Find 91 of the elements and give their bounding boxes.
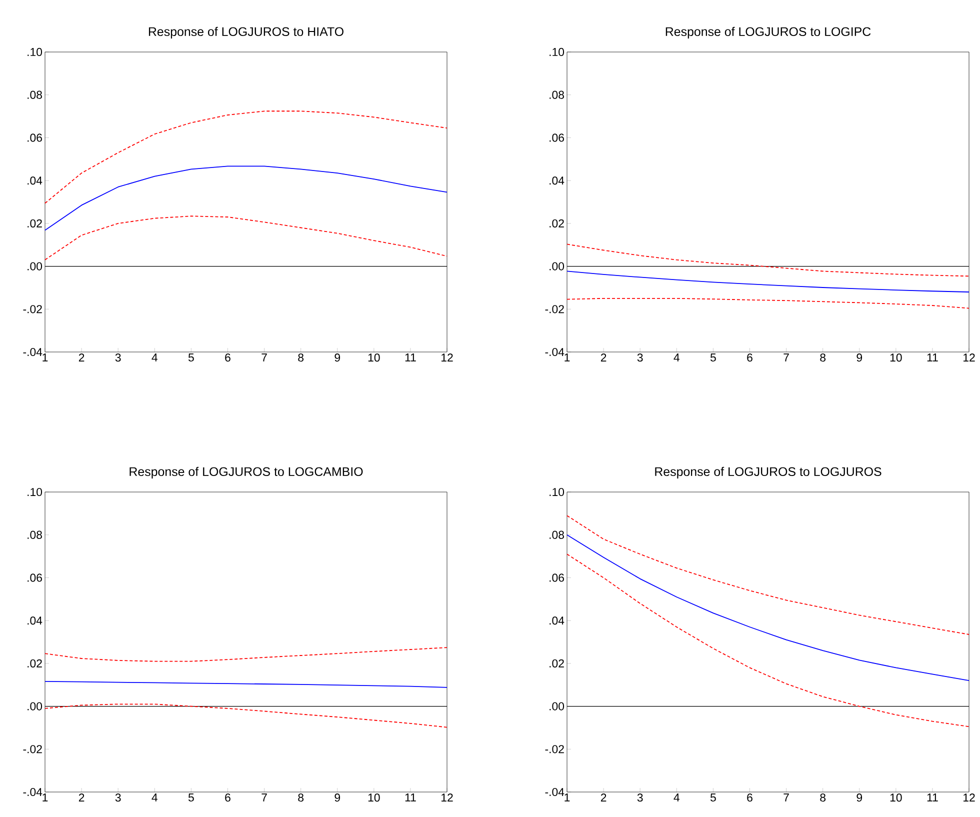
y-tick-label: .04 [550,616,564,625]
x-tick-label: 7 [784,794,789,802]
x-tick-label: 6 [747,794,752,802]
x-tick-label: 9 [856,794,862,802]
y-tick-label: .00 [28,702,42,710]
x-tick-label: 12 [964,354,975,362]
x-tick-label: 5 [188,354,194,362]
y-tick-label: -.02 [545,305,564,314]
y-tick-label: -.04 [23,348,42,356]
y-tick-label: .04 [28,616,42,625]
x-tick-label: 7 [784,354,789,362]
x-tick-label: 3 [637,794,643,802]
x-tick-label: 11 [405,794,416,802]
x-tick-label: 9 [334,354,340,362]
x-tick-label: 11 [927,794,938,802]
y-tick-label: .04 [28,176,42,185]
x-tick-label: 1 [564,354,570,362]
x-tick-label: 5 [188,794,194,802]
x-tick-label: 6 [225,354,230,362]
y-tick-label: .10 [550,488,564,496]
y-tick-label: -.04 [23,788,42,796]
x-tick-label: 11 [927,354,938,362]
line-series [44,680,448,688]
x-tick-label: 12 [442,354,453,362]
y-tick-label: .08 [550,530,564,539]
y-tick-label: .06 [28,574,42,582]
y-tick-label: .06 [28,134,42,142]
x-tick-label: 4 [674,794,680,802]
x-tick-label: 5 [710,794,716,802]
x-tick-label: 11 [405,354,416,362]
y-tick-label: .10 [550,48,564,56]
y-tick-label: -.04 [545,348,564,356]
x-tick-label: 7 [262,794,267,802]
x-tick-label: 10 [890,354,902,362]
y-tick-label: .08 [28,530,42,539]
line-series [44,166,448,231]
y-tick-label: -.02 [23,745,42,754]
y-tick-label: -.04 [545,788,564,796]
x-tick-label: 1 [42,794,48,802]
x-tick-label: 8 [820,354,826,362]
y-tick-label: .08 [28,90,42,99]
x-tick-label: 6 [747,354,752,362]
chart-title: Response of LOGJUROS to HIATO [148,26,344,38]
x-tick-label: 3 [115,794,121,802]
x-tick-label: 8 [298,794,304,802]
x-tick-label: 6 [225,794,230,802]
y-tick-label: .06 [550,134,564,142]
x-tick-label: 9 [334,794,340,802]
x-tick-label: 9 [856,354,862,362]
chart-title: Response of LOGJUROS to LOGCAMBIO [130,466,363,478]
y-tick-label: .02 [28,219,42,228]
y-tick-label: -.02 [23,305,42,314]
x-tick-label: 2 [78,354,84,362]
line-series [566,270,970,292]
y-tick-label: .08 [550,90,564,99]
y-tick-label: .06 [550,574,564,582]
chart-title: Response of LOGJUROS to LOGIPC [666,26,871,38]
y-tick-label: -.02 [545,745,564,754]
y-tick-label: .02 [550,659,564,668]
line-series [44,647,448,662]
y-tick-label: .02 [550,219,564,228]
x-tick-label: 1 [42,354,48,362]
y-tick-label: .04 [550,176,564,185]
line-series [44,110,448,204]
x-tick-label: 7 [262,354,267,362]
x-tick-label: 8 [820,794,826,802]
y-tick-label: .00 [550,262,564,270]
x-tick-label: 2 [600,794,606,802]
x-tick-label: 10 [890,794,902,802]
y-tick-label: .00 [550,702,564,710]
x-tick-label: 4 [152,354,158,362]
x-tick-label: 10 [368,794,380,802]
x-tick-label: 4 [674,354,680,362]
line-series [566,534,970,682]
x-tick-label: 2 [600,354,606,362]
x-tick-label: 12 [442,794,453,802]
x-tick-label: 1 [564,794,570,802]
y-tick-label: .10 [28,48,42,56]
x-tick-label: 4 [152,794,158,802]
x-tick-label: 3 [637,354,643,362]
x-tick-label: 3 [115,354,121,362]
y-tick-label: .10 [28,488,42,496]
x-tick-label: 10 [368,354,380,362]
x-tick-label: 12 [964,794,975,802]
line-series [566,554,970,728]
x-tick-label: 8 [298,354,304,362]
x-tick-label: 5 [710,354,716,362]
x-tick-label: 2 [78,794,84,802]
y-tick-label: .02 [28,659,42,668]
chart-title: Response of LOGJUROS to LOGJUROS [655,466,882,478]
y-tick-label: .00 [28,262,42,270]
